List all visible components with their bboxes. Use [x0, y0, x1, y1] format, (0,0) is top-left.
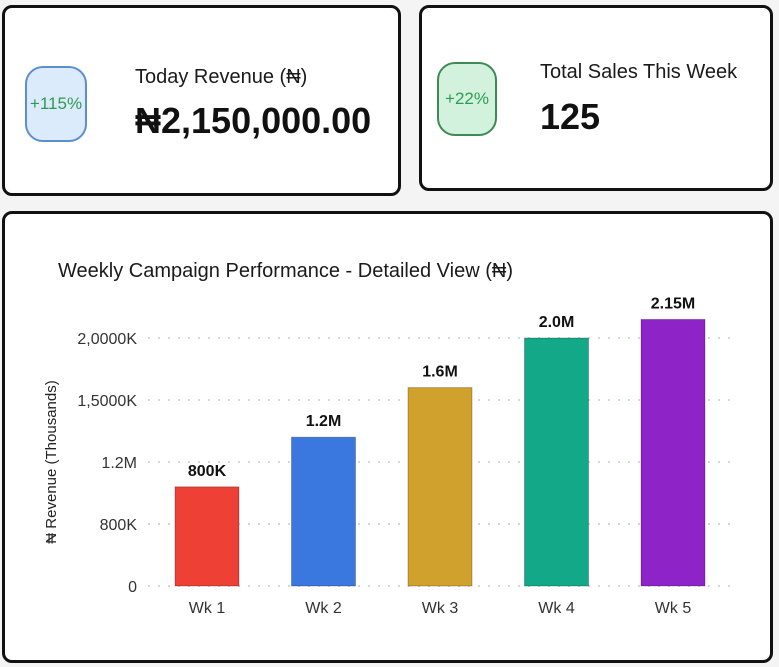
weekly-sales-value: 125: [540, 96, 601, 137]
x-tick-label: Wk 4: [538, 600, 575, 617]
y-tick-label: 800K: [100, 517, 138, 534]
x-tick-label: Wk 2: [305, 600, 342, 617]
y-axis-label: ₦ Revenue (Thousands): [43, 380, 60, 543]
chart-title: Weekly Campaign Performance - Detailed V…: [58, 260, 513, 282]
revenue-change-badge: +115%: [25, 66, 87, 142]
data-label: 800K: [188, 463, 227, 480]
bar-wk3: [407, 387, 473, 587]
data-label: 1.6M: [422, 364, 458, 381]
weekly-sales-label: Total Sales This Week: [540, 61, 738, 83]
data-label: 1.2M: [306, 413, 342, 430]
y-tick-label: 2,0000K: [77, 331, 137, 348]
y-tick-label: 0: [128, 579, 137, 596]
sales-change-badge: +22%: [437, 62, 497, 136]
x-tick-label: Wk 5: [655, 600, 692, 617]
today-revenue-card: +115% Today Revenue (₦) ₦2,150,000.00: [2, 5, 401, 196]
bar-wk5: [640, 318, 706, 587]
x-tick-label: Wk 3: [422, 600, 459, 617]
bar-wk4: [524, 337, 589, 587]
today-revenue-value: ₦2,150,000.00: [135, 100, 372, 141]
bar-wk2: [291, 436, 356, 587]
x-tick-label: Wk 1: [189, 600, 226, 617]
today-revenue-label: Today Revenue (₦): [135, 66, 308, 88]
weekly-sales-card: +22% Total Sales This Week 125: [419, 5, 773, 191]
data-label: 2.0M: [539, 314, 575, 331]
y-tick-label: 1,5000K: [77, 393, 137, 410]
y-tick-label: 1.2M: [101, 455, 137, 472]
data-label: 2.15M: [651, 295, 695, 312]
bar-wk1: [174, 486, 240, 587]
